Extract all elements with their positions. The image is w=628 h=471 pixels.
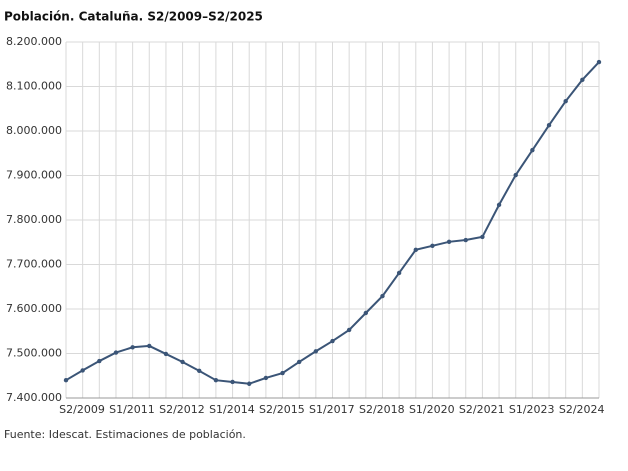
point	[163, 351, 169, 357]
point	[346, 327, 352, 333]
y-tick-label: 8.200.000	[6, 35, 62, 48]
point	[530, 147, 535, 153]
y-tick-label: 7.500.000	[6, 347, 62, 360]
x-tick-label: S1/2011	[109, 403, 155, 416]
y-tick-label: 7.400.000	[6, 391, 62, 404]
x-tick-label: S1/2017	[309, 403, 355, 416]
x-tick-label: S2/2009	[59, 403, 105, 416]
y-tick-label: 7.600.000	[6, 302, 62, 315]
point	[63, 378, 69, 383]
y-tick-label: 7.700.000	[6, 258, 62, 271]
point	[580, 77, 585, 83]
x-tick-label: S1/2014	[209, 403, 255, 416]
y-tick-label: 7.900.000	[6, 169, 62, 182]
x-tick-label: S1/2023	[509, 403, 555, 416]
y-tick-label: 8.000.000	[6, 124, 62, 137]
y-tick-label: 8.100.000	[6, 80, 62, 93]
x-tick-label: S2/2024	[559, 403, 605, 416]
x-tick-label: S2/2018	[359, 403, 405, 416]
point	[480, 234, 485, 240]
point	[230, 379, 235, 385]
y-tick-label: 7.800.000	[6, 213, 62, 226]
point	[563, 98, 568, 104]
point	[80, 368, 85, 373]
point	[546, 123, 552, 128]
point	[97, 358, 102, 364]
point	[263, 375, 269, 381]
point	[296, 359, 302, 365]
point	[463, 237, 468, 243]
point	[380, 293, 385, 299]
chart-title: Población. Cataluña. S2/2009–S2/2025	[4, 10, 263, 24]
x-tick-label: S1/2020	[409, 403, 455, 416]
point	[596, 59, 602, 65]
x-tick-label: S2/2012	[159, 403, 205, 416]
source: Fuente: Idescat. Estimaciones de poblaci…	[4, 428, 246, 441]
point	[113, 350, 119, 355]
x-tick-label: S2/2015	[259, 403, 305, 416]
point	[513, 172, 518, 178]
point	[413, 247, 418, 253]
point	[446, 239, 452, 245]
point	[213, 378, 219, 383]
point	[247, 381, 252, 386]
point	[130, 345, 135, 350]
point	[313, 349, 319, 354]
point	[330, 338, 335, 344]
point	[147, 343, 152, 349]
point	[363, 310, 369, 316]
point	[396, 270, 402, 276]
x-tick-label: S2/2021	[459, 403, 505, 416]
point	[180, 359, 185, 365]
point	[280, 370, 285, 376]
point	[496, 202, 502, 208]
point	[430, 243, 435, 249]
point	[197, 368, 202, 374]
